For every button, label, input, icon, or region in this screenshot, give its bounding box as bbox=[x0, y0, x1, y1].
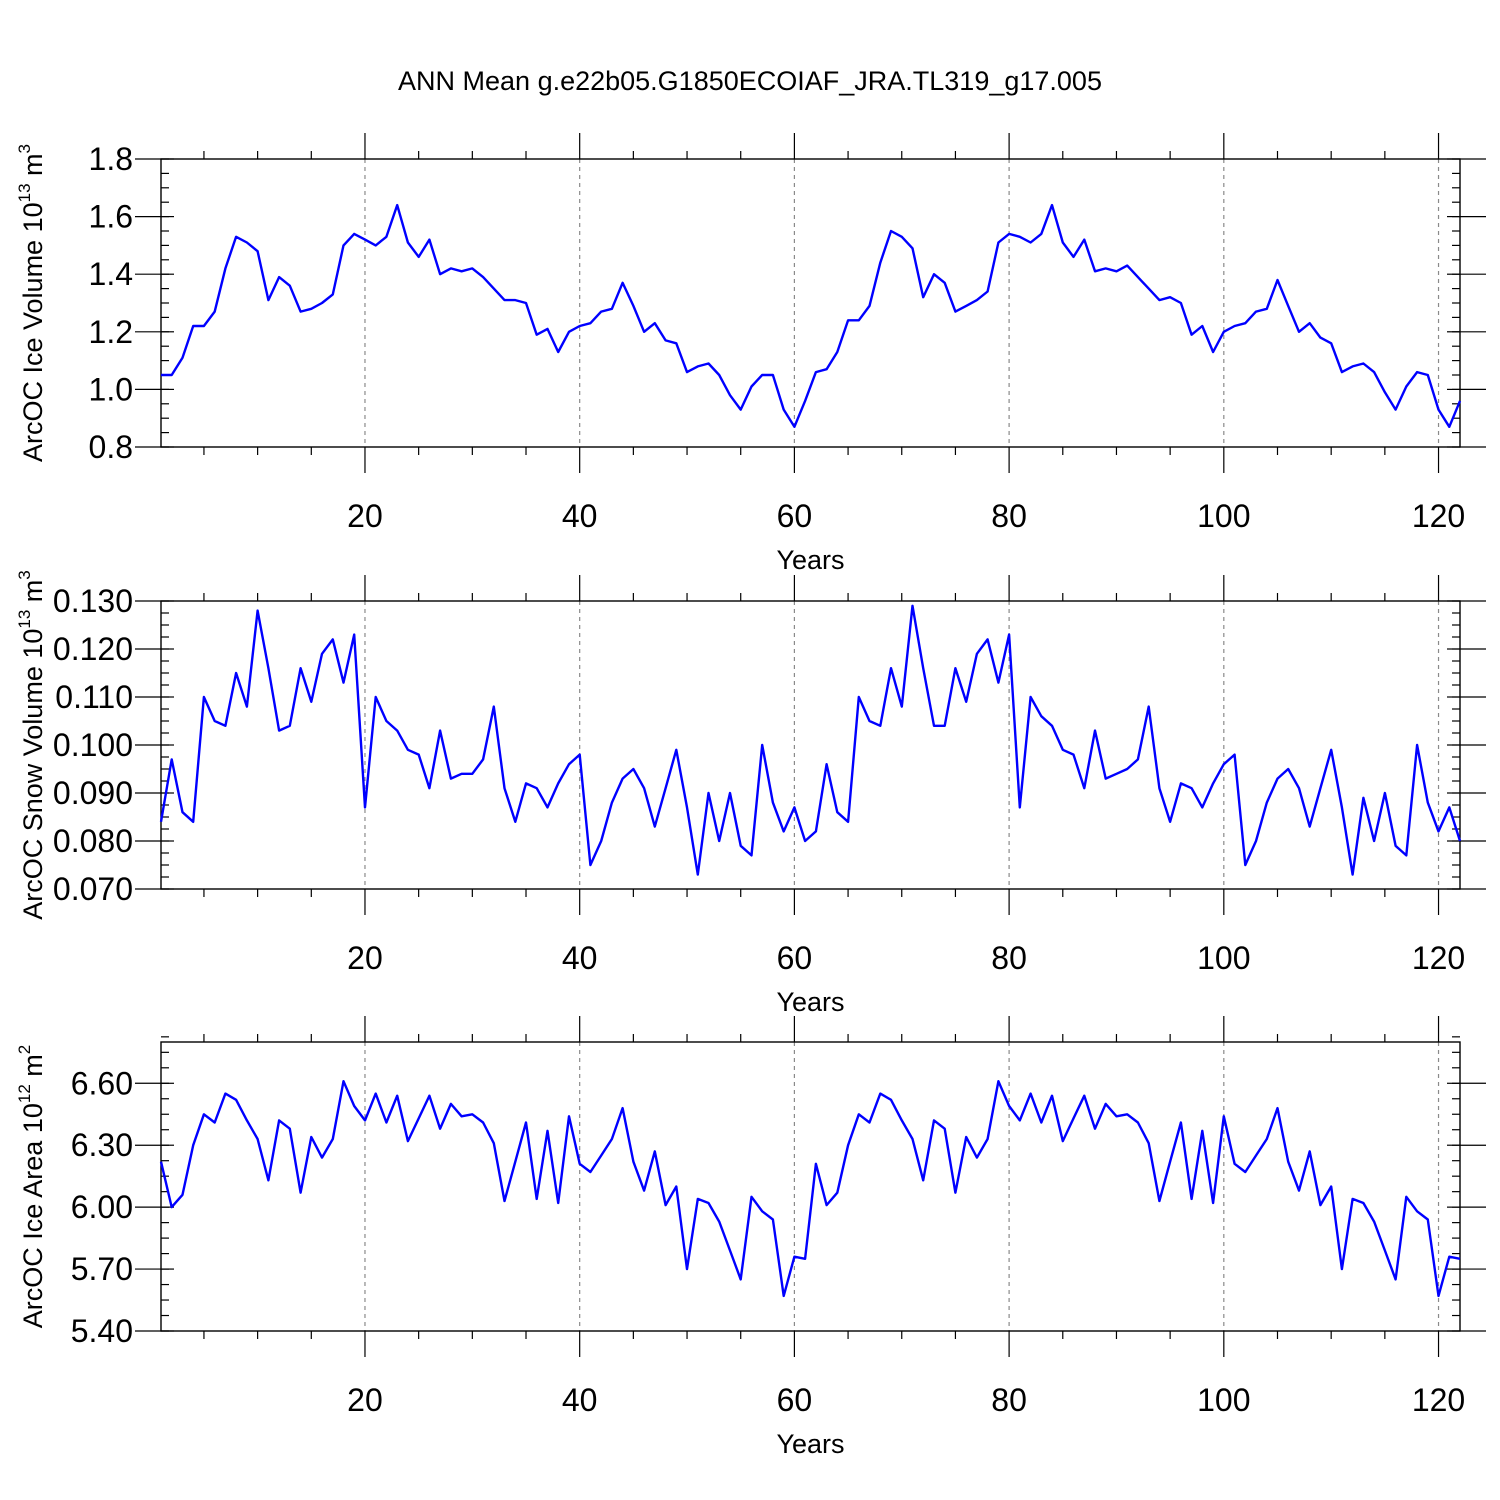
y-tick-label: 6.60 bbox=[71, 1065, 133, 1101]
y-axis-title-part: ArcOC Snow Volume 10 bbox=[18, 629, 48, 920]
y-tick-label: 1.4 bbox=[89, 256, 133, 292]
y-axis-title: ArcOC Ice Volume 1013 m3 bbox=[15, 144, 48, 462]
y-tick-label: 0.080 bbox=[53, 823, 133, 859]
y-axis-title-part: m bbox=[18, 1054, 48, 1084]
y-tick-label: 5.40 bbox=[71, 1313, 133, 1349]
x-tick-label: 60 bbox=[777, 1382, 813, 1418]
chart-panel-2: 0.070 0.080 0.090 0.100 0.110 0.120 0.130 20 40 6… bbox=[15, 570, 1486, 1017]
x-tick-label: 20 bbox=[347, 1382, 383, 1418]
x-tick-label: 40 bbox=[562, 1382, 598, 1418]
chart-panel-3: 5.40 5.70 6.00 6.30 6.60 20 40 60 80 100 120 Years A… bbox=[15, 1016, 1486, 1459]
y-tick-label: 6.30 bbox=[71, 1127, 133, 1163]
x-tick-label: 120 bbox=[1412, 498, 1465, 534]
x-tick-label: 100 bbox=[1197, 1382, 1250, 1418]
y-tick-label: 0.100 bbox=[53, 727, 133, 763]
y-axis-title-part: m bbox=[18, 580, 48, 610]
plot-frame bbox=[160, 158, 1461, 448]
y-axis-title-part: m bbox=[18, 153, 48, 183]
y-tick-label: 0.120 bbox=[53, 631, 133, 667]
x-tick-label: 60 bbox=[777, 498, 813, 534]
x-tick-label: 120 bbox=[1412, 1382, 1465, 1418]
x-axis-title: Years bbox=[776, 545, 844, 575]
y-tick-label: 1.6 bbox=[89, 199, 133, 235]
plot-frame bbox=[160, 1041, 1461, 1332]
chart-panel-1: 0.8 1.0 1.2 1.4 1.6 1.8 20 40 60 80 100 120 Years Arc… bbox=[15, 133, 1486, 575]
series-line bbox=[161, 203, 1462, 428]
y-axis-title-superscript: 13 bbox=[15, 183, 34, 202]
x-tick-label: 120 bbox=[1412, 940, 1465, 976]
y-tick-label: 0.8 bbox=[89, 429, 133, 465]
x-tick-label: 60 bbox=[777, 940, 813, 976]
x-tick-label: 100 bbox=[1197, 940, 1250, 976]
y-axis-title-part: ArcOC Ice Area 10 bbox=[18, 1103, 48, 1328]
y-tick-label: 1.8 bbox=[89, 141, 133, 177]
y-axis-title-superscript: 3 bbox=[15, 570, 34, 579]
x-tick-label: 80 bbox=[991, 940, 1027, 976]
x-tick-label: 20 bbox=[347, 498, 383, 534]
y-axis-title: ArcOC Snow Volume 1013 m3 bbox=[15, 570, 48, 920]
y-tick-label: 5.70 bbox=[71, 1251, 133, 1287]
x-tick-label: 80 bbox=[991, 1382, 1027, 1418]
series-line bbox=[159, 1079, 1461, 1298]
y-tick-label: 1.2 bbox=[89, 314, 133, 350]
y-tick-label: 0.070 bbox=[53, 871, 133, 907]
y-axis-title-superscript: 13 bbox=[15, 610, 34, 629]
y-tick-label: 0.090 bbox=[53, 775, 133, 811]
y-axis-title-superscript: 3 bbox=[15, 144, 34, 153]
y-axis-title-superscript: 2 bbox=[15, 1045, 34, 1054]
x-tick-label: 40 bbox=[562, 498, 598, 534]
series-line bbox=[159, 604, 1462, 876]
figure-title: ANN Mean g.e22b05.G1850ECOIAF_JRA.TL319_… bbox=[398, 66, 1102, 96]
y-tick-label: 0.130 bbox=[53, 583, 133, 619]
y-tick-label: 1.0 bbox=[89, 371, 133, 407]
y-tick-label: 6.00 bbox=[71, 1189, 133, 1225]
plot-frame bbox=[160, 600, 1461, 890]
x-tick-label: 40 bbox=[562, 940, 598, 976]
x-tick-label: 80 bbox=[991, 498, 1027, 534]
x-axis-title: Years bbox=[776, 1429, 844, 1459]
y-axis-title: ArcOC Ice Area 1012 m2 bbox=[15, 1045, 48, 1329]
y-axis-title-part: ArcOC Ice Volume 10 bbox=[18, 202, 48, 462]
y-axis-title-superscript: 12 bbox=[15, 1084, 34, 1103]
x-tick-label: 20 bbox=[347, 940, 383, 976]
x-tick-label: 100 bbox=[1197, 498, 1250, 534]
y-tick-label: 0.110 bbox=[55, 679, 133, 715]
x-axis-title: Years bbox=[776, 987, 844, 1017]
